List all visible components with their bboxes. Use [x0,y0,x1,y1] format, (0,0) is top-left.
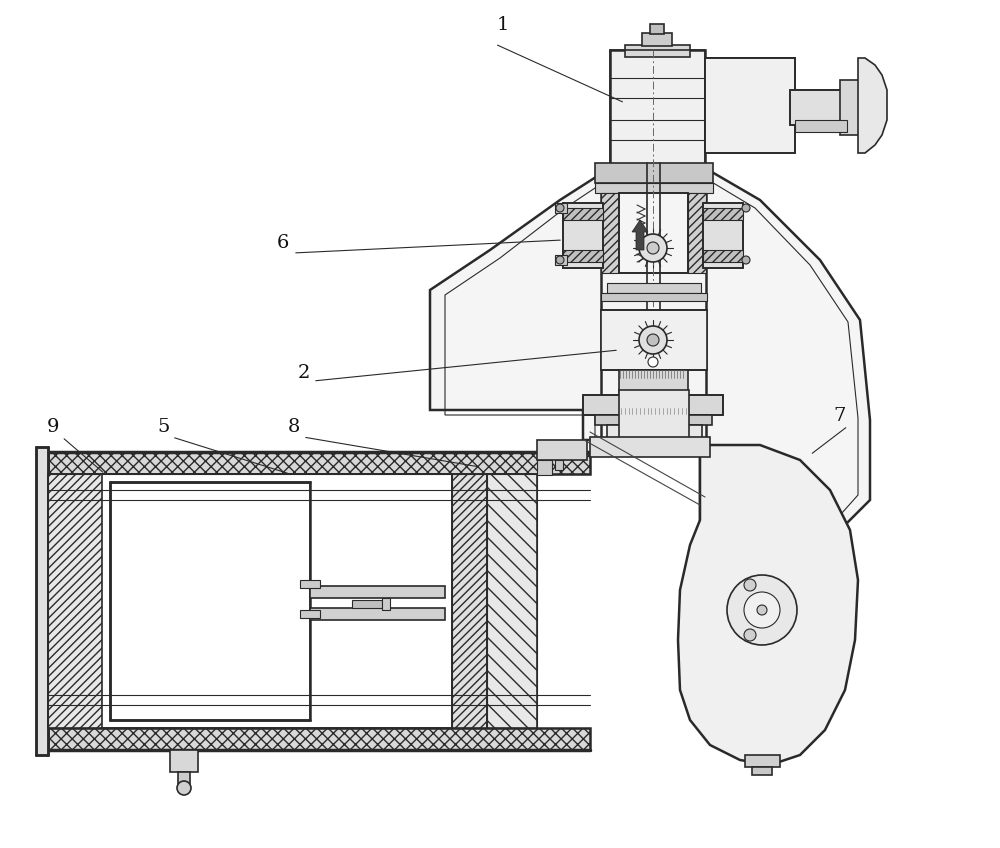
Circle shape [647,242,659,254]
Bar [300,580,320,588]
Bar [752,767,772,775]
Circle shape [639,326,667,354]
Circle shape [744,629,756,641]
Polygon shape [858,58,887,153]
Bar [48,474,103,728]
Bar [563,250,603,262]
Text: 9: 9 [47,418,60,436]
Bar [487,474,537,728]
Bar [703,208,743,220]
Bar [48,474,103,728]
Bar [452,474,487,728]
Bar [487,474,537,728]
Bar [705,58,795,153]
Bar [619,193,688,273]
Bar [583,395,723,415]
Bar [650,24,664,34]
Bar [102,474,452,728]
Bar [619,390,689,442]
Bar [110,482,310,720]
Bar [590,437,710,457]
Circle shape [647,334,659,346]
Circle shape [556,256,564,264]
Bar [601,293,707,301]
Bar [703,203,743,268]
Bar [583,395,723,415]
Bar [310,586,445,598]
Bar [790,90,845,125]
Bar [790,90,845,125]
Bar [601,193,619,273]
Circle shape [639,234,667,262]
Bar [563,208,603,220]
Bar [607,425,702,440]
Bar [601,310,707,370]
Bar [601,193,619,273]
Polygon shape [430,168,870,550]
Text: 1: 1 [497,16,509,34]
Bar [705,58,795,78]
Circle shape [727,575,797,645]
Bar [688,193,706,273]
Bar [36,447,48,755]
Bar [382,598,390,610]
Text: 2: 2 [298,364,310,382]
Bar [555,460,563,470]
Bar [300,610,320,618]
Circle shape [742,256,750,264]
Bar [610,50,705,165]
Bar [703,250,743,262]
Bar [619,370,688,395]
Bar [619,193,688,273]
Text: 6: 6 [277,234,289,252]
Bar [642,33,672,46]
Bar [688,193,706,273]
Text: 7: 7 [833,407,845,425]
Circle shape [742,204,750,212]
Polygon shape [678,445,858,765]
Bar [178,772,190,790]
Bar [745,755,780,767]
Bar [595,415,712,425]
Bar [595,183,713,193]
Bar [310,608,445,620]
Bar [537,440,587,460]
Bar [563,203,603,268]
Bar [452,474,487,728]
Bar [563,208,603,220]
Bar [48,728,590,750]
Bar [563,250,603,262]
Bar [705,58,795,153]
Text: 8: 8 [288,418,300,436]
Bar [610,50,705,165]
Bar [703,250,743,262]
Bar [625,45,690,57]
Bar [703,208,743,220]
Bar [607,283,701,293]
Circle shape [648,357,658,367]
Circle shape [757,605,767,615]
Bar [48,452,590,474]
Bar [537,460,552,475]
Bar [703,203,743,268]
Bar [170,750,198,772]
Bar [352,600,382,608]
Circle shape [744,579,756,591]
Circle shape [744,592,780,628]
Circle shape [556,204,564,212]
Text: 5: 5 [157,418,169,436]
Circle shape [177,781,191,795]
Bar [595,163,713,183]
Bar [555,203,567,213]
Bar [48,452,590,474]
Bar [555,255,567,265]
Bar [795,120,847,132]
Bar [563,203,603,268]
Bar [48,728,590,750]
Polygon shape [632,220,648,250]
Bar [840,80,865,135]
